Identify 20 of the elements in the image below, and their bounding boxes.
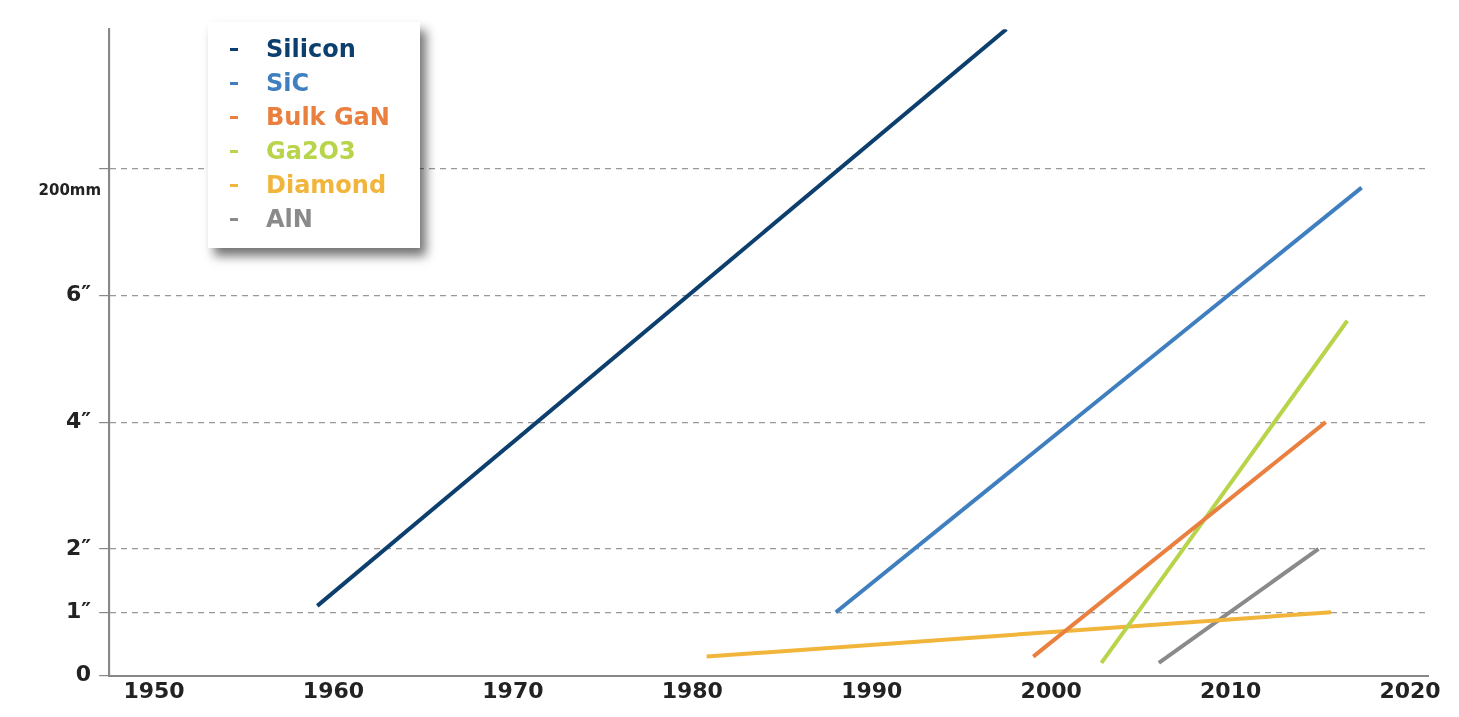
x-tick-label: 1960 [302, 677, 365, 703]
legend-label: SiC [266, 68, 310, 99]
x-tick-label: 2010 [1200, 677, 1262, 703]
legend-label: AlN [266, 204, 313, 235]
y-tick-label: 6″ [66, 281, 92, 307]
x-tick-label: 1980 [661, 677, 723, 703]
y-tick-label: 4″ [66, 407, 92, 433]
legend-label: Bulk GaN [266, 102, 390, 133]
x-tick-label: 2020 [1379, 677, 1441, 703]
legend-label: Silicon [266, 34, 356, 65]
y-tick-label: 1″ [66, 597, 92, 623]
x-tick-label: 1970 [482, 677, 544, 703]
legend-label: Ga2O3 [266, 136, 356, 167]
y-tick-label: 2″ [66, 534, 92, 560]
text: 200mm [38, 180, 102, 199]
x-tick-label: 1990 [841, 677, 903, 703]
x-tick-label: 2000 [1020, 677, 1082, 703]
x-tick-label: 1950 [123, 677, 185, 703]
y-tick-label: 0 [75, 661, 92, 687]
legend-label: Diamond [266, 170, 387, 201]
